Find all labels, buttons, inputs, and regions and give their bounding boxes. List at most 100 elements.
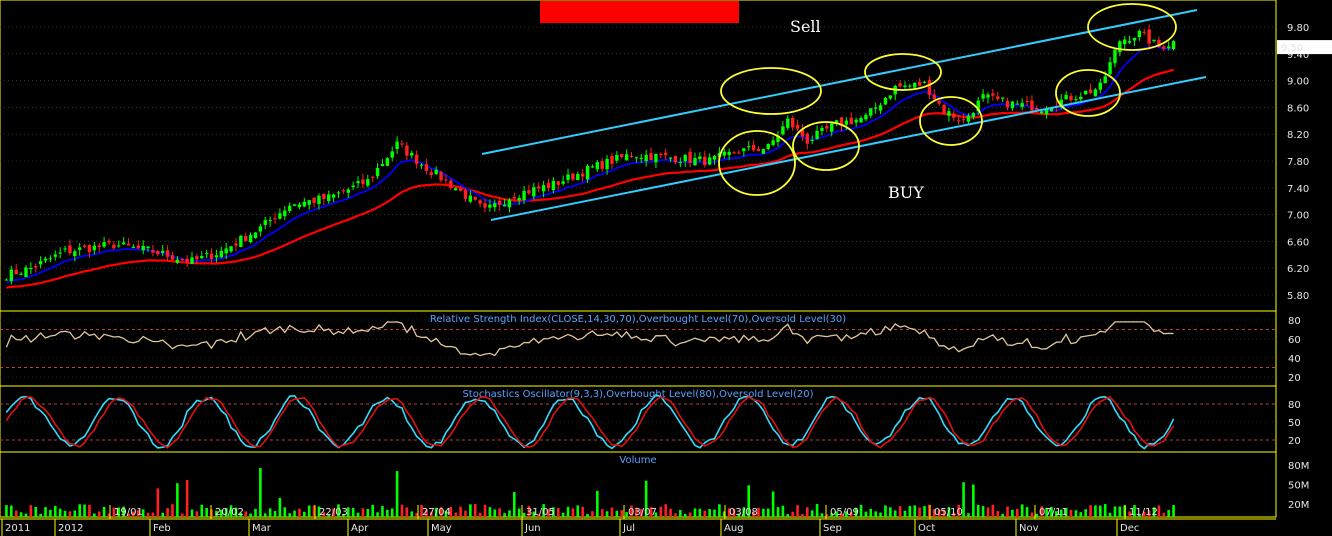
candle-body: [82, 245, 87, 247]
volume-bar: [596, 490, 599, 517]
volume-bar: [229, 505, 233, 517]
candle-body: [34, 266, 38, 268]
candle-body: [92, 245, 97, 251]
volume-bar: [903, 510, 907, 517]
candle-body: [917, 81, 922, 86]
volume-bar: [49, 510, 52, 517]
volume-bar: [34, 506, 38, 517]
volume-bar: [683, 513, 687, 517]
volume-bar: [356, 512, 360, 517]
volume-bar: [53, 505, 57, 517]
volume-bar: [879, 512, 882, 517]
candle-body: [1118, 41, 1122, 53]
candle-body: [195, 256, 199, 260]
volume-bar: [952, 512, 956, 517]
candle-body: [361, 179, 365, 185]
volume-bar: [346, 507, 350, 517]
candle-body: [908, 85, 912, 87]
date-axis: 19/01 20/02 22/03 27/04 31/05 03/07 03/08 05/09…: [0, 505, 1276, 536]
volume-bar: [420, 505, 423, 517]
candle-body: [380, 164, 385, 167]
volume-bar: [327, 514, 331, 517]
price-frame: [0, 0, 1277, 312]
volume-bar: [913, 505, 917, 517]
candle-body: [424, 164, 429, 171]
volume-frame: [0, 451, 1277, 518]
candle-body: [48, 258, 53, 260]
candle-body: [307, 200, 311, 205]
volume-bar: [488, 507, 492, 517]
volume-bar: [473, 504, 477, 517]
current-price-label: 9.50: [1281, 43, 1303, 54]
candle-body: [14, 269, 18, 275]
volume-bar: [586, 513, 589, 517]
candle-body: [781, 126, 785, 135]
volume-bar: [644, 480, 648, 517]
volume-bar: [923, 506, 926, 517]
volume-bar: [810, 510, 814, 517]
volume-bar: [1094, 505, 1097, 517]
candle-body: [146, 246, 150, 249]
candle-body: [825, 126, 829, 129]
candle-body: [1020, 103, 1024, 107]
volume-bar: [73, 510, 77, 517]
candle-body: [644, 154, 648, 162]
volume-bar: [337, 504, 340, 517]
month-label: Sep: [823, 523, 842, 534]
candle-body: [532, 187, 536, 197]
volume-bar: [1152, 507, 1156, 517]
candle-body: [527, 190, 531, 194]
candle-body: [966, 115, 971, 122]
volume-bar: [508, 510, 511, 517]
volume-bar: [1020, 504, 1024, 517]
candle-body: [1132, 37, 1137, 41]
candle-body: [981, 94, 985, 99]
volume-bar: [395, 471, 399, 517]
volume-bar: [630, 505, 633, 517]
candle-body: [1147, 29, 1151, 44]
candle-body: [512, 196, 517, 199]
volume-bar: [493, 509, 497, 517]
candle-body: [1142, 31, 1146, 33]
volume-bar: [307, 505, 311, 517]
candle-body: [229, 246, 233, 252]
volume-bar: [889, 507, 892, 517]
candle-body: [1123, 39, 1127, 45]
date-label: 20/02: [215, 507, 244, 518]
candle-body: [131, 246, 136, 248]
candle-body: [693, 157, 697, 166]
volume-bar: [762, 508, 765, 517]
volume-bar: [371, 504, 374, 517]
panel-title: Volume: [619, 455, 656, 466]
candle-body: [771, 140, 775, 145]
candle-body: [864, 114, 868, 120]
candle-body: [668, 157, 673, 159]
candle-body: [1171, 41, 1176, 50]
candle-body: [136, 245, 140, 249]
candle-body: [1030, 100, 1034, 111]
candle-body: [151, 250, 155, 253]
volume-bar: [581, 506, 584, 517]
price-tick-label: 8.60: [1287, 103, 1309, 114]
candle-body: [297, 204, 302, 208]
volume-bar: [776, 507, 780, 517]
candle-body: [903, 85, 907, 88]
candle-body: [507, 199, 512, 208]
trend-channel-upper: [481, 9, 1198, 155]
volume-bar: [806, 507, 809, 517]
volume-bar: [1025, 507, 1029, 517]
volume-bar: [571, 508, 575, 517]
candle-body: [927, 80, 932, 96]
candle-body: [302, 201, 307, 207]
volume-bar: [176, 483, 179, 517]
volume-bar: [830, 513, 834, 517]
volume-bar: [200, 504, 204, 517]
candle-body: [273, 218, 277, 220]
volume-bar: [1064, 507, 1068, 517]
candle-body: [336, 192, 341, 194]
candle-body: [224, 248, 228, 254]
volume-bar: [498, 508, 501, 517]
candle-body: [473, 196, 477, 200]
volume-bar: [932, 509, 936, 517]
volume-bar: [513, 492, 516, 517]
